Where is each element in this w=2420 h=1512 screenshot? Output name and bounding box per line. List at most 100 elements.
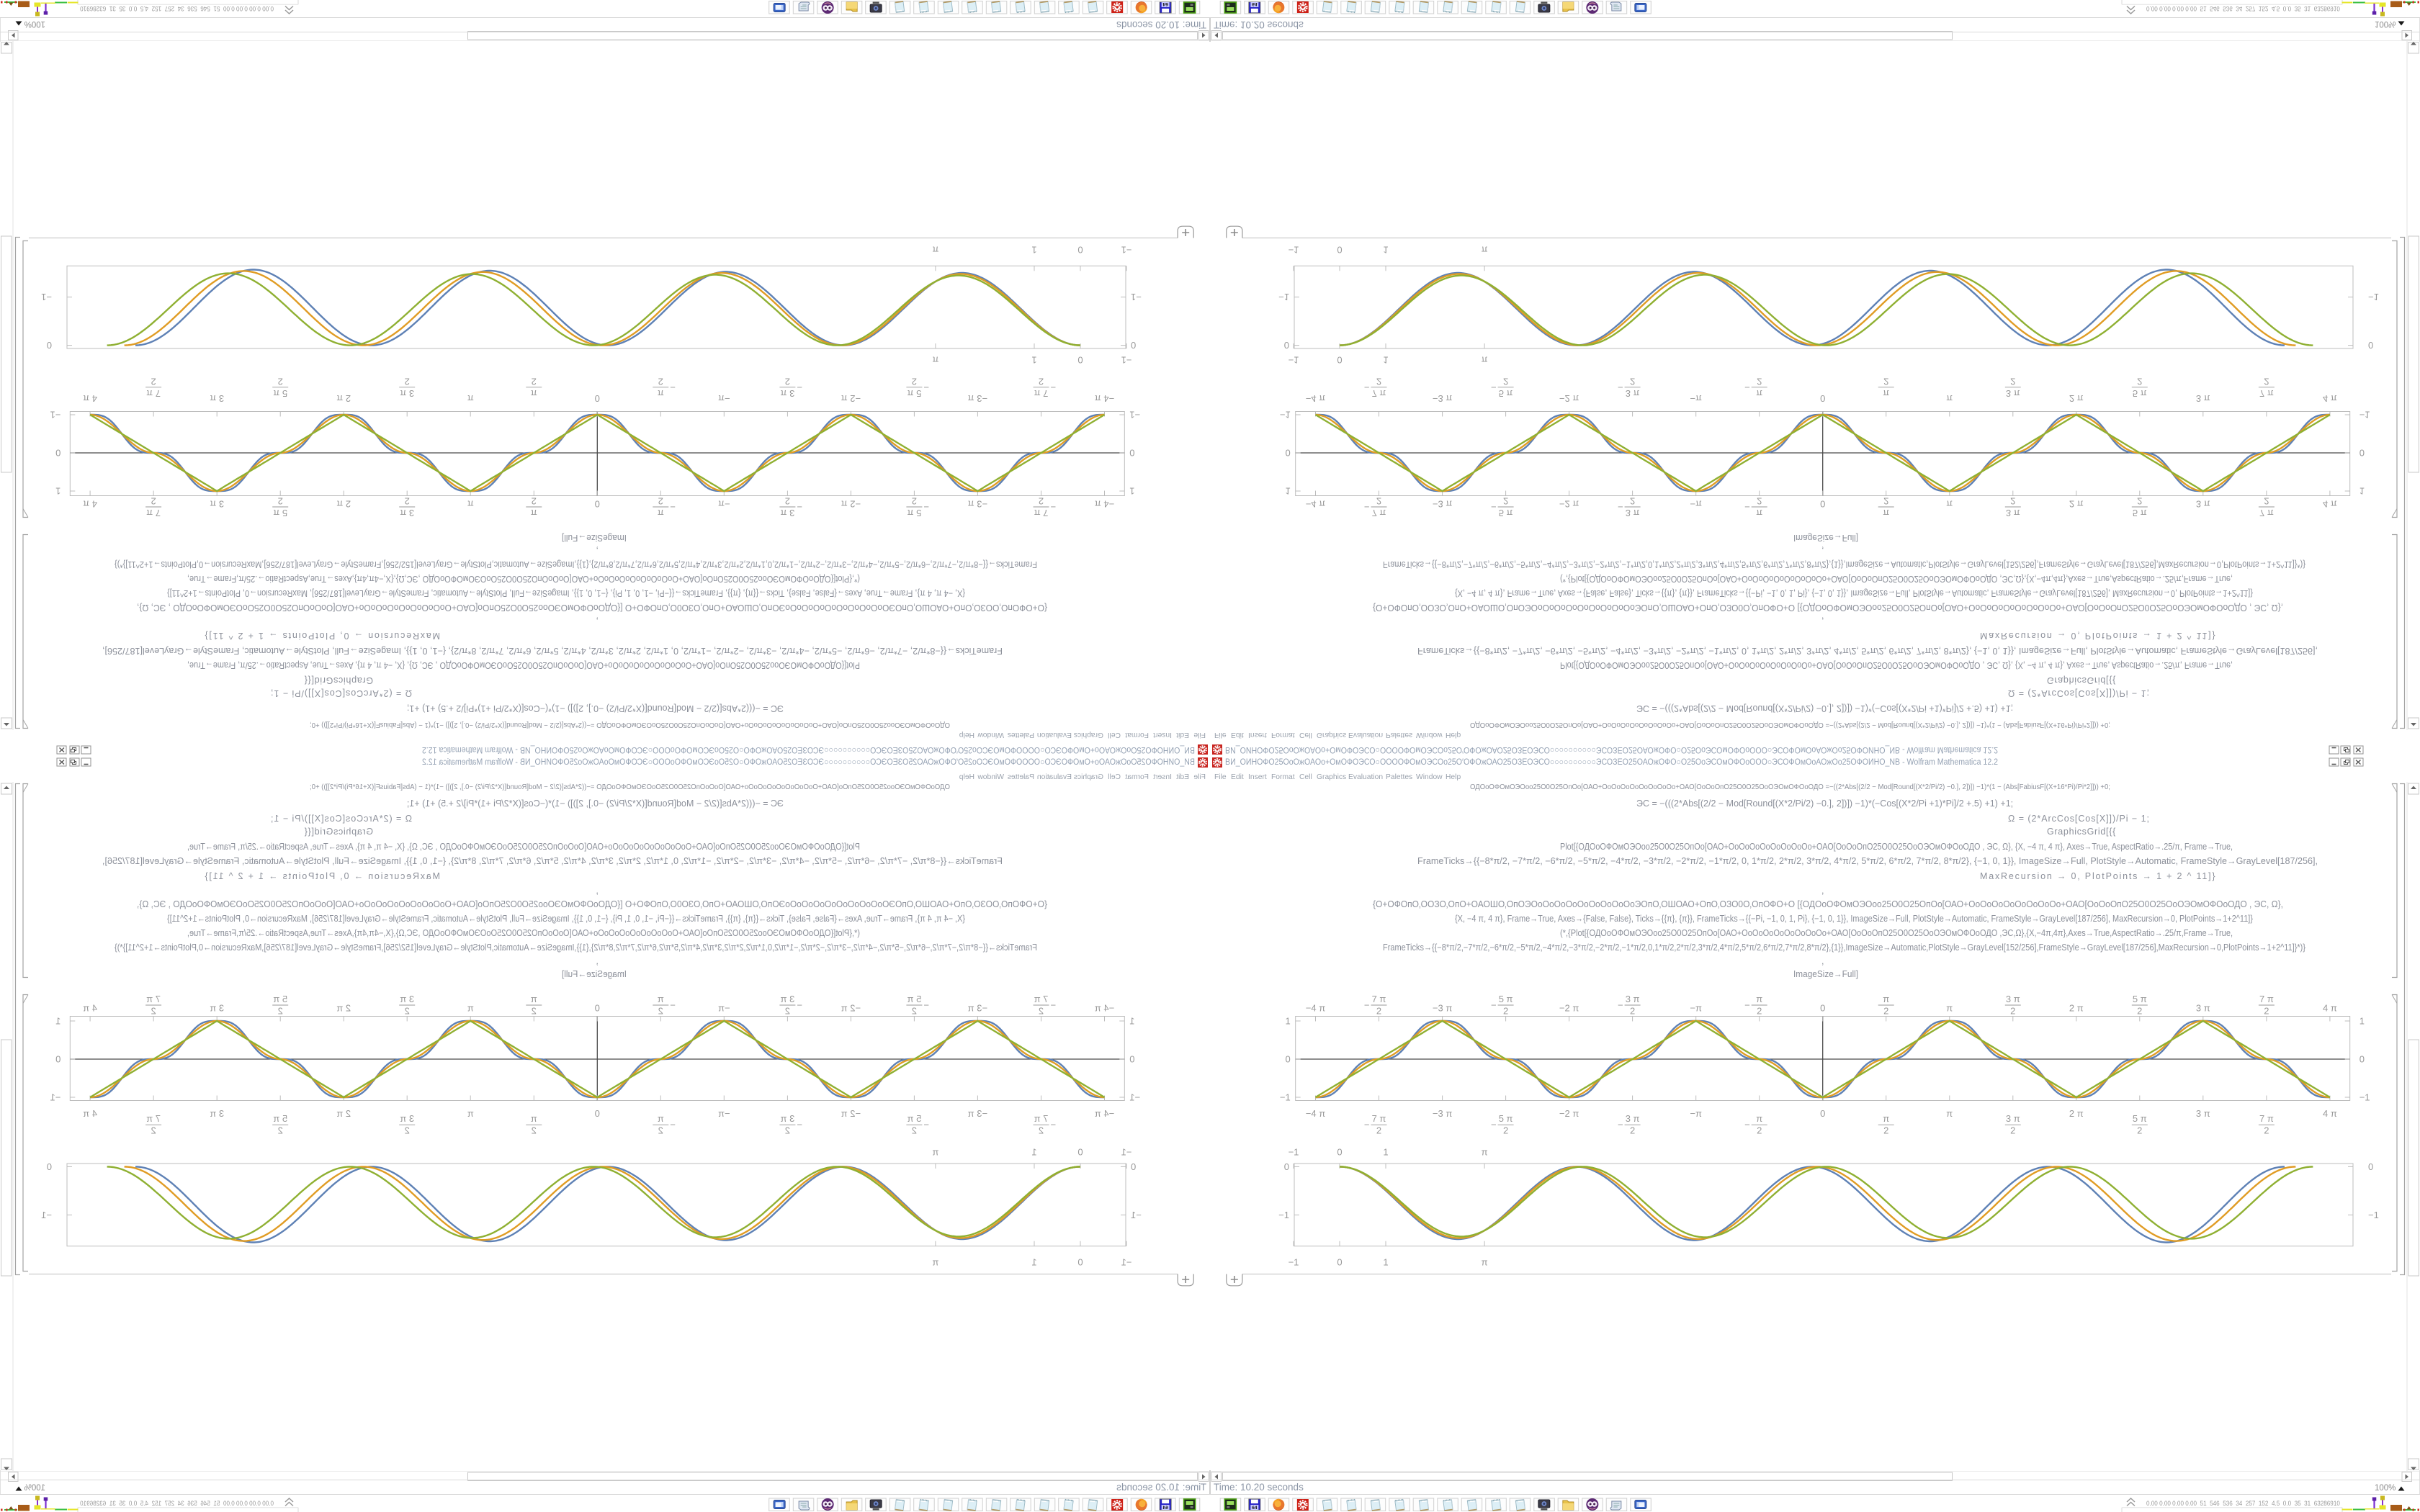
- svg-text:1: 1: [1129, 1016, 1134, 1027]
- svg-text:2: 2: [532, 1006, 537, 1017]
- svg-text:5 π: 5 π: [907, 508, 921, 518]
- svg-text:1: 1: [2360, 486, 2365, 497]
- svg-text:2: 2: [1757, 376, 1762, 387]
- svg-text:0: 0: [1285, 448, 1290, 459]
- svg-text:2: 2: [278, 1125, 283, 1136]
- svg-text:π: π: [1756, 1113, 1762, 1124]
- svg-text:0: 0: [595, 393, 600, 404]
- svg-text:4 π: 4 π: [83, 1003, 97, 1014]
- svg-text:3 π: 3 π: [2006, 508, 2020, 518]
- svg-text:−1: −1: [1129, 410, 1140, 420]
- svg-text:0: 0: [2360, 448, 2365, 459]
- svg-text:−2 π: −2 π: [1559, 499, 1579, 510]
- svg-text:2: 2: [1630, 376, 1635, 387]
- svg-text:0: 0: [595, 1108, 600, 1119]
- svg-text:−4 π: −4 π: [1306, 1108, 1325, 1119]
- svg-text:π: π: [1883, 388, 1889, 399]
- svg-text:−π: −π: [1690, 499, 1702, 510]
- svg-text:3 π: 3 π: [400, 994, 414, 1004]
- svg-text:π: π: [1946, 1108, 1953, 1119]
- svg-text:4 π: 4 π: [2323, 1003, 2337, 1014]
- svg-text:0: 0: [1820, 1003, 1825, 1014]
- svg-text:2: 2: [405, 496, 410, 507]
- svg-text:−2 π: −2 π: [841, 1108, 861, 1119]
- svg-text:2: 2: [2264, 1006, 2269, 1017]
- svg-text:−: −: [797, 502, 802, 513]
- svg-text:0: 0: [1820, 393, 1825, 404]
- svg-text:−2 π: −2 π: [841, 1003, 861, 1014]
- svg-text:−1: −1: [50, 410, 60, 420]
- svg-text:π: π: [467, 499, 474, 510]
- svg-text:3 π: 3 π: [780, 994, 794, 1004]
- svg-text:7 π: 7 π: [146, 388, 161, 399]
- svg-text:4 π: 4 π: [2323, 1108, 2337, 1119]
- svg-text:2: 2: [1757, 1125, 1762, 1136]
- svg-text:−: −: [1491, 382, 1497, 392]
- svg-text:3 π: 3 π: [1626, 388, 1640, 399]
- svg-text:3 π: 3 π: [210, 1003, 224, 1014]
- svg-text:1: 1: [1383, 1257, 1388, 1268]
- svg-text:3 π: 3 π: [210, 1108, 224, 1119]
- svg-text:2: 2: [2010, 1125, 2015, 1136]
- svg-text:−: −: [923, 502, 929, 513]
- svg-text:2: 2: [658, 1006, 663, 1017]
- svg-text:2: 2: [785, 376, 790, 387]
- svg-text:−: −: [1491, 502, 1497, 513]
- svg-text:0: 0: [47, 1161, 52, 1172]
- svg-text:3 π: 3 π: [1626, 1113, 1640, 1124]
- svg-text:−: −: [1618, 1000, 1623, 1011]
- svg-text:64: 64: [1252, 1506, 1258, 1511]
- svg-text:π: π: [1946, 1003, 1953, 1014]
- svg-text:5 π: 5 π: [273, 994, 287, 1004]
- svg-text:π: π: [531, 1113, 537, 1124]
- svg-text:π: π: [531, 388, 537, 399]
- svg-text:−1: −1: [1121, 245, 1132, 256]
- svg-text:π: π: [932, 1147, 938, 1158]
- svg-text:2: 2: [658, 1125, 663, 1136]
- svg-text:3 π: 3 π: [1626, 994, 1640, 1004]
- svg-text:7 π: 7 π: [146, 994, 161, 1004]
- svg-text:−3 π: −3 π: [1433, 1108, 1452, 1119]
- svg-text:0: 0: [1077, 1257, 1083, 1268]
- svg-text:2: 2: [912, 496, 917, 507]
- svg-text:1: 1: [1383, 245, 1388, 256]
- svg-text:0: 0: [2360, 1054, 2365, 1065]
- svg-text:1: 1: [1031, 355, 1036, 366]
- svg-text:0: 0: [55, 448, 60, 459]
- svg-text:−2 π: −2 π: [841, 499, 861, 510]
- svg-text:−2 π: −2 π: [1559, 1108, 1579, 1119]
- svg-text:−: −: [670, 382, 676, 392]
- svg-text:3 π: 3 π: [400, 1113, 414, 1124]
- svg-text:−π: −π: [1690, 1108, 1702, 1119]
- svg-text:0: 0: [47, 340, 52, 351]
- svg-text:−π: −π: [1690, 1003, 1702, 1014]
- svg-text:5 π: 5 π: [907, 388, 921, 399]
- svg-text:2: 2: [785, 1125, 790, 1136]
- svg-text:π: π: [1482, 355, 1488, 366]
- svg-text:2: 2: [278, 376, 283, 387]
- svg-text:π: π: [1756, 994, 1762, 1004]
- svg-text:2: 2: [1376, 1125, 1381, 1136]
- svg-text:1: 1: [1285, 486, 1290, 497]
- svg-text:64: 64: [1162, 1506, 1168, 1511]
- svg-text:2: 2: [151, 376, 156, 387]
- svg-text:π: π: [1482, 245, 1488, 256]
- svg-text:2: 2: [658, 496, 663, 507]
- svg-text:−3 π: −3 π: [968, 1003, 987, 1014]
- svg-text:5 π: 5 π: [1499, 388, 1513, 399]
- svg-text:−1: −1: [2368, 1210, 2379, 1220]
- svg-text:−3 π: −3 π: [968, 499, 987, 510]
- svg-text:−3 π: −3 π: [1433, 499, 1452, 510]
- svg-text:7 π: 7 π: [2259, 1113, 2274, 1124]
- svg-text:7 π: 7 π: [1372, 388, 1386, 399]
- svg-text:3 π: 3 π: [2196, 1003, 2210, 1014]
- svg-text:2 π: 2 π: [336, 1108, 351, 1119]
- svg-text:−1: −1: [2368, 292, 2379, 302]
- svg-text:1: 1: [1383, 1147, 1388, 1158]
- svg-text:−1: −1: [1289, 355, 1299, 366]
- svg-text:−2 π: −2 π: [841, 393, 861, 404]
- svg-text:−: −: [1744, 1000, 1750, 1011]
- svg-text:π: π: [467, 1108, 474, 1119]
- svg-text:3 π: 3 π: [400, 388, 414, 399]
- svg-text:7 π: 7 π: [1372, 994, 1386, 1004]
